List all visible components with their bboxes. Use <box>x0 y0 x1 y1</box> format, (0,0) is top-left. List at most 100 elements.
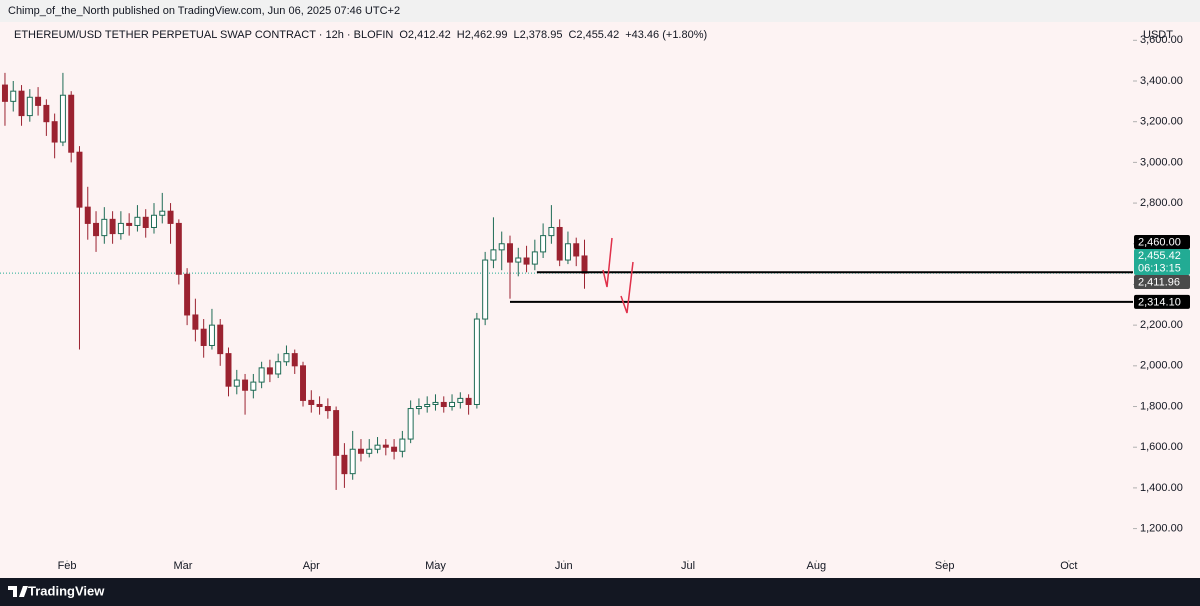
candle-body <box>523 257 530 265</box>
candle-body <box>564 243 571 261</box>
candle-body <box>43 104 50 123</box>
candle-body <box>449 401 456 408</box>
candle-body <box>159 210 166 216</box>
currency-label: USDT <box>1143 29 1173 41</box>
candle-body <box>151 214 157 228</box>
x-tick-label: Aug <box>807 560 827 572</box>
candle-body <box>242 379 249 391</box>
footer-text: TradingView <box>28 583 105 598</box>
candle-body <box>126 222 133 226</box>
candle-body <box>399 438 406 452</box>
candle-body <box>349 448 356 475</box>
candle-body <box>308 399 315 405</box>
candle-body <box>10 90 17 102</box>
candle-body <box>548 226 555 237</box>
annotation-arrow <box>620 261 634 314</box>
candle-body <box>35 96 42 106</box>
candle-body <box>225 353 232 387</box>
candle-body <box>266 367 273 375</box>
price-label-box <box>1134 235 1190 250</box>
candle-body <box>217 324 224 355</box>
y-tick-label: 3,000.00 <box>1140 156 1183 168</box>
candle-body <box>473 318 480 405</box>
candle-body <box>581 255 588 274</box>
candle-body <box>184 273 191 316</box>
price-label: 2,411.96 <box>1138 276 1180 288</box>
price-label-box <box>1134 275 1190 290</box>
candle-body <box>573 243 580 257</box>
plot <box>0 72 1133 490</box>
candle-body <box>134 216 141 226</box>
legend-close: C2,455.42 <box>568 29 619 41</box>
legend-high: H2,462.99 <box>457 29 508 41</box>
candle-body <box>357 448 364 454</box>
x-tick-label: Jul <box>681 560 695 572</box>
y-tick-label: 1,200.00 <box>1140 522 1183 534</box>
legend-change: +43.46 (+1.80%) <box>625 29 707 41</box>
candle-body <box>407 408 414 440</box>
y-tick-label: 3,400.00 <box>1140 75 1183 87</box>
y-tick-label: 1,600.00 <box>1140 441 1183 453</box>
header-bar <box>0 0 1200 22</box>
legend-symbol: ETHEREUM/USD TETHER PERPETUAL SWAP CONTR… <box>14 29 393 41</box>
candle-body <box>498 243 505 251</box>
candle-body <box>540 235 547 253</box>
header-text: Chimp_of_the_North published on TradingV… <box>8 5 400 17</box>
y-tick-label: 2,200.00 <box>1140 319 1183 331</box>
candle-body <box>117 222 124 235</box>
y-tick-label: 2,000.00 <box>1140 360 1183 372</box>
candle-body <box>490 249 497 261</box>
candle-body <box>515 257 522 263</box>
candle-body <box>432 401 439 405</box>
countdown-label: 06:13:15 <box>1138 262 1181 274</box>
x-tick-label: Jun <box>555 560 573 572</box>
last-price-box <box>1134 249 1190 276</box>
chart-background <box>0 22 1200 578</box>
candle-body <box>26 96 33 117</box>
candle-body <box>465 397 472 405</box>
candle-body <box>300 365 307 401</box>
y-tick-label: 2,800.00 <box>1140 197 1183 209</box>
legend-low: L2,378.95 <box>514 29 563 41</box>
price-label: 2,314.10 <box>1138 296 1181 308</box>
candle-body <box>192 314 199 330</box>
candle-body <box>93 222 100 237</box>
price-label: 2,460.00 <box>1138 236 1181 248</box>
candle-body <box>556 226 563 261</box>
footer-logo <box>8 586 28 597</box>
x-tick-label: May <box>425 560 446 572</box>
candle-body <box>84 206 91 224</box>
candle-body <box>101 218 108 237</box>
candle-body <box>167 210 174 224</box>
candle-body <box>440 401 447 408</box>
candle-body <box>1 84 8 102</box>
y-tick-label: 1,800.00 <box>1140 400 1183 412</box>
candle-body <box>531 251 538 265</box>
candle-body <box>374 444 381 450</box>
y-tick-label: 3,600.00 <box>1140 34 1183 46</box>
candle-body <box>109 218 116 235</box>
candle-body <box>275 361 282 375</box>
candle-body <box>250 381 257 391</box>
candle-body <box>324 406 331 412</box>
candle-body <box>341 454 348 475</box>
price-label-box <box>1134 294 1190 309</box>
candle-body <box>415 406 422 410</box>
x-tick-label: Mar <box>173 560 192 572</box>
candle-body <box>366 448 373 454</box>
candle-body <box>457 397 464 403</box>
x-tick-label: Sep <box>935 560 955 572</box>
x-tick-label: Feb <box>58 560 77 572</box>
candle-body <box>175 222 182 275</box>
chart-legend: ETHEREUM/USD TETHER PERPETUAL SWAP CONTR… <box>14 29 707 41</box>
candle-body <box>200 328 207 346</box>
candle-body <box>18 90 25 117</box>
candle-body <box>59 94 66 143</box>
candle-body <box>507 243 513 263</box>
y-tick-label: 3,200.00 <box>1140 116 1183 128</box>
candle-body <box>68 94 75 153</box>
candle-body <box>391 446 398 452</box>
candle-body <box>482 259 489 320</box>
last-price-label: 2,455.42 <box>1138 250 1181 262</box>
